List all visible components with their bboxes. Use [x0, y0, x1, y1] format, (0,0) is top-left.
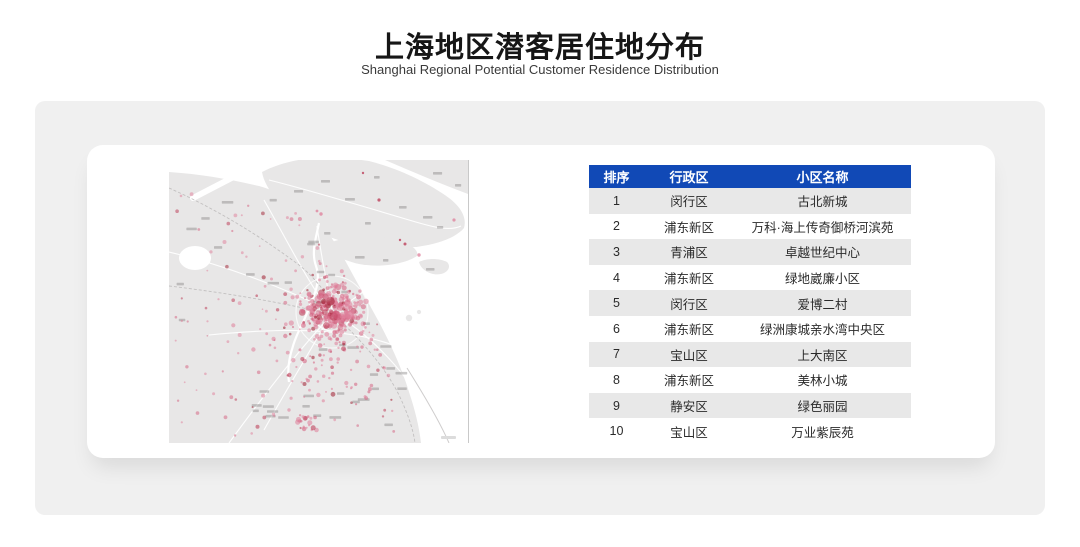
table-row: 9 静安区 绿色丽园 [589, 392, 911, 419]
rank-cell: 6 [613, 321, 620, 336]
community-cell: 绿洲康城亲水湾中央区 [759, 323, 885, 338]
district-cell: 浦东新区 [663, 323, 714, 338]
rank-cell: 8 [613, 372, 620, 387]
map-islet [405, 314, 413, 322]
rank-cell: 9 [613, 398, 620, 413]
district-cell: 浦东新区 [663, 272, 714, 287]
community-cell: 绿地崴廉小区 [784, 272, 860, 287]
district-cell: 浦东新区 [663, 220, 714, 235]
map-lake [179, 246, 211, 270]
rank-cell: 10 [609, 424, 624, 439]
map-islet [416, 309, 422, 315]
map-railways [169, 187, 416, 443]
community-cell: 绿色丽园 [797, 400, 848, 415]
customer-density-dots [174, 171, 456, 437]
column-header-district: 行政区 [644, 165, 734, 188]
district-cell: 浦东新区 [663, 374, 714, 389]
table-row: 1 闵行区 古北新城 [589, 188, 911, 214]
map-land-changxing [327, 236, 418, 266]
map-land-mainland [169, 172, 421, 443]
map-land-northbank [385, 160, 468, 194]
community-cell: 古北新城 [797, 195, 848, 210]
table-row: 10 宝山区 万业紫辰苑 [589, 418, 911, 444]
rank-cell: 3 [613, 244, 620, 259]
district-cell: 静安区 [670, 400, 708, 415]
column-header-community: 小区名称 [734, 165, 911, 188]
district-cell: 青浦区 [670, 246, 708, 261]
table-row: 5 闵行区 爱博二村 [589, 290, 911, 316]
map-attribution [441, 436, 456, 439]
community-cell: 上大南区 [797, 348, 848, 363]
rank-cell: 2 [613, 219, 620, 234]
rank-cell: 7 [613, 347, 620, 362]
map-land-chongming [262, 160, 465, 248]
community-cell: 美林小城 [797, 374, 848, 389]
community-cell: 万业紫辰苑 [791, 425, 854, 440]
table-row: 3 青浦区 卓越世纪中心 [589, 239, 911, 265]
table-row: 6 浦东新区 绿洲康城亲水湾中央区 [589, 316, 911, 342]
map-land-hengsha [419, 259, 449, 275]
table-row: 2 浦东新区 万科·海上传奇御桥河滨苑 [589, 214, 911, 240]
district-cell: 闵行区 [670, 195, 708, 210]
shanghai-map [169, 160, 469, 443]
district-cell: 宝山区 [670, 348, 708, 363]
map-river-channel [190, 167, 250, 201]
table-body: 1 闵行区 古北新城 2 浦东新区 万科·海上传奇御桥河滨苑 3 青浦区 卓越世纪中心 4 浦东新区… [589, 188, 911, 444]
community-cell: 爱博二村 [797, 297, 848, 312]
community-cell: 万科·海上传奇御桥河滨苑 [751, 220, 894, 235]
table-row: 7 宝山区 上大南区 [589, 341, 911, 368]
community-cell: 卓越世纪中心 [784, 246, 860, 261]
map-canvas [169, 160, 468, 443]
page-subtitle: Shanghai Regional Potential Customer Res… [361, 62, 719, 77]
map-place-labels [176, 172, 462, 427]
column-header-rank: 排序 [589, 165, 644, 188]
page-title: 上海地区潜客居住地分布 [374, 32, 705, 64]
rank-cell: 1 [613, 193, 620, 208]
rank-cell: 4 [613, 270, 620, 285]
district-cell: 宝山区 [670, 425, 708, 440]
rank-cell: 5 [613, 296, 620, 311]
table-row: 4 浦东新区 绿地崴廉小区 [589, 265, 911, 291]
content-panel: 排序 行政区 小区名称 1 闵行区 古北新城 2 浦东新区 万科·海上传奇御桥河滨苑 3 青浦… [35, 101, 1045, 515]
content-card: 排序 行政区 小区名称 1 闵行区 古北新城 2 浦东新区 万科·海上传奇御桥河滨苑 3 青浦… [87, 145, 995, 458]
district-cell: 闵行区 [670, 297, 708, 312]
ranking-table: 排序 行政区 小区名称 1 闵行区 古北新城 2 浦东新区 万科·海上传奇御桥河滨苑 3 青浦… [589, 165, 911, 444]
table-header: 排序 行政区 小区名称 [589, 165, 911, 188]
table-row: 8 浦东新区 美林小城 [589, 367, 911, 393]
